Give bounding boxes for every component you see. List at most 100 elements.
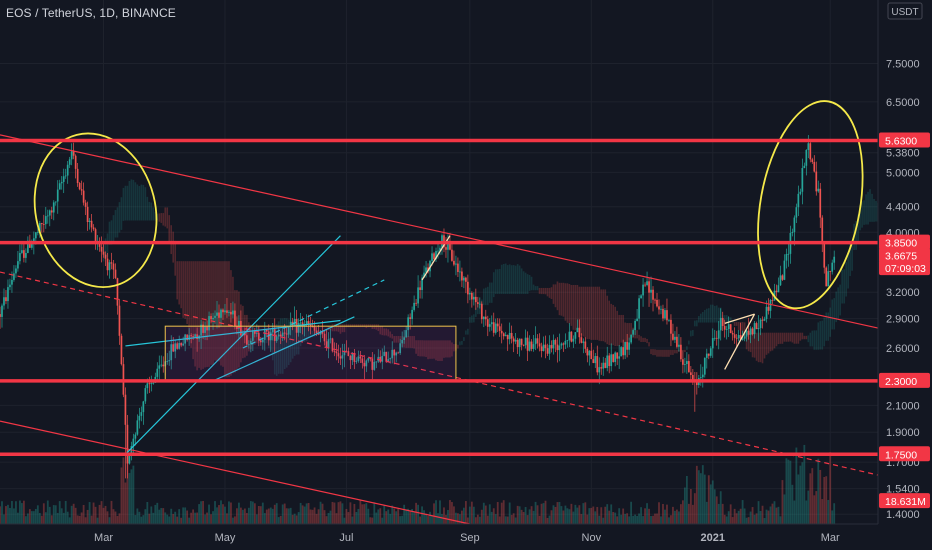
candle-body <box>494 323 497 333</box>
cloud-segment <box>725 315 728 323</box>
volume-bar <box>144 509 147 524</box>
candle-body <box>405 330 407 338</box>
price-tick-label: 1.4000 <box>886 509 920 521</box>
candle-body <box>461 271 463 281</box>
volume-bar <box>28 509 31 524</box>
volume-bar <box>753 514 756 524</box>
candle-body <box>389 358 392 360</box>
cloud-segment <box>620 314 622 343</box>
cloud-segment <box>574 284 577 331</box>
cloud-segment <box>516 264 519 294</box>
volume-bar <box>596 506 599 524</box>
candle-body <box>307 321 310 325</box>
volume-bar <box>534 501 537 524</box>
cloud-segment <box>771 332 774 351</box>
candle-body <box>672 333 674 340</box>
volume-bar <box>459 514 461 524</box>
cloud-segment <box>588 286 591 340</box>
volume-bar <box>132 465 135 524</box>
candle-body <box>829 271 832 272</box>
volume-bar <box>293 513 296 524</box>
candle-body <box>749 328 752 335</box>
volume-bar <box>178 509 181 524</box>
price-tag-level-2 <box>879 372 930 388</box>
candle-body <box>78 183 81 190</box>
candle-body <box>634 320 636 331</box>
volume-bar <box>739 508 742 524</box>
volume-bar <box>508 502 511 524</box>
volume-bar <box>729 504 732 524</box>
volume-bar <box>676 509 678 524</box>
candle-body <box>534 338 537 345</box>
volume-bar <box>369 517 372 524</box>
candle-body <box>144 388 147 402</box>
candle-body <box>415 302 417 304</box>
volume-bar <box>831 510 834 524</box>
candle-body <box>98 242 101 247</box>
cloud-segment <box>668 349 670 357</box>
volume-bar <box>162 508 165 524</box>
volume-bar <box>74 507 77 524</box>
candle-body <box>11 279 13 285</box>
volume-bar <box>568 509 571 524</box>
candle-body <box>331 338 334 352</box>
cloud-segment <box>389 331 392 338</box>
volume-bar <box>755 513 758 524</box>
candle-body <box>194 334 196 337</box>
candle-body <box>524 337 527 346</box>
candle-body <box>190 335 192 337</box>
volume-bar <box>40 515 43 524</box>
volume-bar <box>44 512 47 524</box>
candle-body <box>580 337 583 343</box>
price-tag-info-0 <box>879 247 930 263</box>
volume-bar <box>604 506 607 524</box>
volume-bar <box>273 504 276 524</box>
volume-bar <box>462 507 465 524</box>
volume-bar <box>295 515 298 524</box>
candle-body <box>220 309 222 318</box>
cloud-segment <box>190 261 192 348</box>
volume-bar <box>186 510 189 524</box>
cloud-segment <box>526 274 529 294</box>
candle-body <box>102 251 105 255</box>
volume-bar <box>516 505 519 524</box>
trend-line <box>242 279 385 349</box>
candle-body <box>112 263 115 270</box>
cloud-segment <box>829 307 832 337</box>
volume-bar <box>492 508 495 524</box>
volume-bar <box>807 490 810 524</box>
price-tag-label: 5.6300 <box>885 136 917 148</box>
cloud-segment <box>202 261 204 369</box>
candle-body <box>823 243 826 268</box>
candle-body <box>48 210 51 216</box>
cloud-segment <box>132 179 135 221</box>
cloud-segment <box>492 272 495 298</box>
candle-body <box>375 361 378 363</box>
cloud-segment <box>737 322 740 331</box>
candle-body <box>554 339 557 345</box>
candle-body <box>610 354 613 367</box>
volume-bar <box>88 502 91 524</box>
cloud-segment <box>640 336 642 342</box>
volume-bar <box>697 470 700 524</box>
volume-bar <box>333 502 336 524</box>
candle-body <box>755 323 758 330</box>
cloud-segment <box>751 332 754 358</box>
candle-body <box>383 351 386 356</box>
cloud-segment <box>379 326 382 335</box>
volume-bar <box>678 511 680 524</box>
cloud-segment <box>701 311 704 323</box>
candle-body <box>409 317 411 319</box>
candle-body <box>271 329 274 333</box>
candle-body <box>476 302 479 304</box>
cloud-segment <box>130 179 133 221</box>
volume-bar <box>196 512 199 524</box>
candle-body <box>550 345 553 349</box>
candle-body <box>208 316 210 331</box>
candle-body <box>646 281 648 286</box>
candle-body <box>9 284 11 288</box>
candle-body <box>660 308 662 310</box>
volume-bar <box>5 506 7 524</box>
